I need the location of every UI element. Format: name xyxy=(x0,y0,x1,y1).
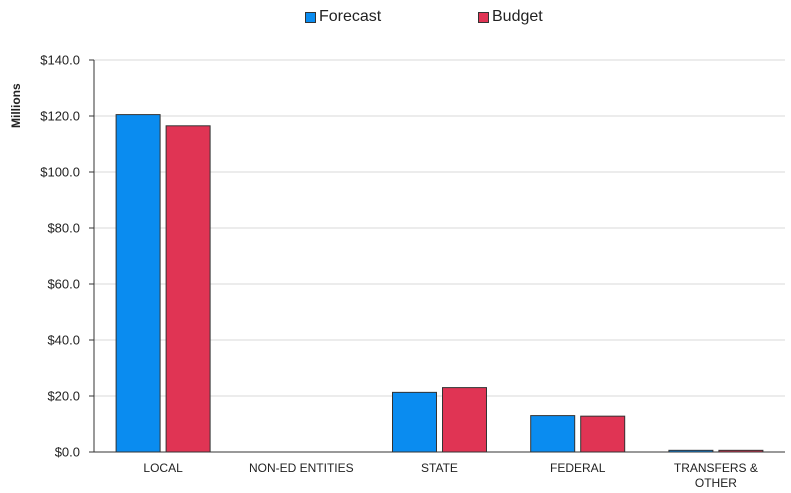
x-tick-label: FEDERAL xyxy=(550,461,606,475)
y-tick-label: $0.0 xyxy=(55,445,80,460)
x-tick-label: OTHER xyxy=(695,476,737,490)
x-tick-label: LOCAL xyxy=(143,461,183,475)
bar-budget-2 xyxy=(442,387,487,453)
legend-label-budget: Budget xyxy=(492,8,543,25)
legend-label-forecast: Forecast xyxy=(319,8,382,25)
y-tick-label: $100.0 xyxy=(40,165,80,180)
x-tick-label: STATE xyxy=(421,461,458,475)
bar-budget-4 xyxy=(718,449,764,453)
y-tick-label: $120.0 xyxy=(40,109,80,124)
bar-budget-0 xyxy=(165,125,211,453)
legend: Forecast Budget xyxy=(0,8,791,30)
bar-forecast-3 xyxy=(530,415,576,453)
y-tick-label: $40.0 xyxy=(47,333,80,348)
bar-forecast-0 xyxy=(115,114,161,453)
x-tick-label: NON-ED ENTITIES xyxy=(249,461,354,475)
y-tick-label: $20.0 xyxy=(47,389,80,404)
legend-item-forecast: Forecast xyxy=(305,8,381,26)
y-tick-label: $60.0 xyxy=(47,277,80,292)
bar-forecast-2 xyxy=(392,391,437,453)
bar-budget-3 xyxy=(580,415,626,453)
y-tick-label: $140.0 xyxy=(40,53,80,68)
legend-item-budget: Budget xyxy=(478,8,543,26)
x-tick-label: TRANSFERS & xyxy=(674,461,758,475)
legend-swatch-forecast xyxy=(305,11,316,23)
legend-swatch-budget xyxy=(478,11,489,23)
bar-forecast-4 xyxy=(668,449,714,453)
y-tick-label: $80.0 xyxy=(47,221,80,236)
